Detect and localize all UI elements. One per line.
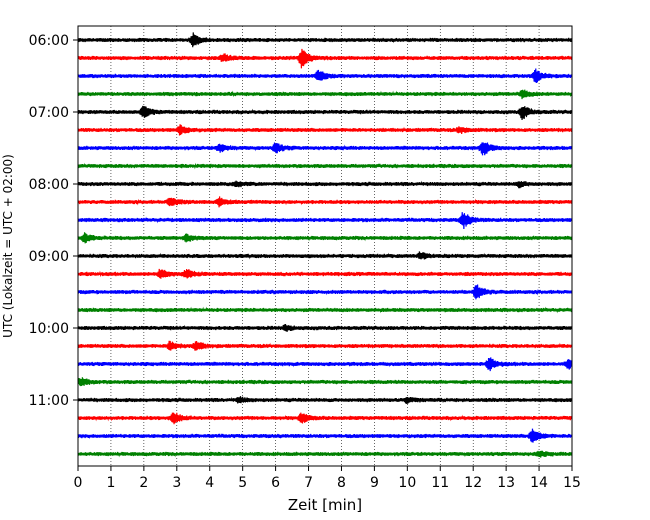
trace-0615 — [77, 48, 573, 69]
trace-0930 — [77, 284, 573, 300]
trace-0645 — [77, 89, 573, 100]
y-tick-label: 08:00 — [29, 177, 69, 193]
trace-0600 — [77, 32, 573, 48]
trace-1015 — [77, 340, 573, 351]
x-tick-label: 0 — [74, 475, 83, 491]
x-tick-label: 15 — [563, 475, 581, 491]
x-axis-ticks: 0 1 2 3 4 5 6 7 8 9 10 11 12 13 14 15 — [74, 466, 581, 491]
x-tick-label: 12 — [464, 475, 482, 491]
trace-0915 — [77, 268, 573, 279]
trace-1000 — [77, 324, 573, 332]
x-tick-label: 10 — [398, 475, 416, 491]
trace-0715 — [77, 124, 573, 136]
trace-0945 — [77, 306, 573, 314]
trace-0730 — [77, 142, 573, 156]
y-tick-label: 06:00 — [29, 33, 69, 49]
y-tick-label: 07:00 — [29, 105, 69, 121]
trace-0630 — [77, 68, 573, 84]
trace-1130 — [77, 428, 573, 443]
x-tick-label: 1 — [106, 475, 115, 491]
y-axis-ticks: 06:00 07:00 08:00 09:00 10:00 11:00 — [29, 33, 78, 409]
trace-1145 — [77, 450, 573, 458]
trace-0745 — [77, 162, 573, 170]
x-tick-label: 4 — [205, 475, 214, 491]
x-tick-label: 2 — [139, 475, 148, 491]
trace-0900 — [77, 251, 573, 260]
x-tick-label: 11 — [431, 475, 449, 491]
x-tick-label: 13 — [497, 475, 515, 491]
y-tick-label: 11:00 — [29, 393, 69, 409]
trace-1100 — [77, 396, 573, 404]
trace-0845 — [77, 232, 573, 244]
trace-1045 — [77, 377, 573, 387]
x-axis-label: Zeit [min] — [288, 496, 362, 514]
x-tick-label: 14 — [530, 475, 548, 491]
trace-0815 — [77, 196, 573, 208]
x-tick-label: 5 — [238, 475, 247, 491]
y-axis-label: UTC (Lokalzeit = UTC + 02:00) — [1, 154, 15, 338]
x-tick-label: 8 — [337, 475, 346, 491]
plot-frame — [77, 25, 573, 467]
y-tick-label: 10:00 — [29, 321, 69, 337]
x-tick-label: 6 — [271, 475, 280, 491]
trace-0830 — [77, 212, 573, 229]
trace-0800 — [77, 180, 573, 189]
x-tick-label: 3 — [172, 475, 181, 491]
trace-0700 — [77, 105, 573, 121]
trace-1115 — [77, 412, 573, 425]
seismogram-traces — [77, 32, 573, 458]
x-tick-label: 9 — [370, 475, 379, 491]
y-tick-label: 09:00 — [29, 249, 69, 265]
trace-1030 — [77, 357, 573, 372]
x-tick-label: 7 — [304, 475, 313, 491]
